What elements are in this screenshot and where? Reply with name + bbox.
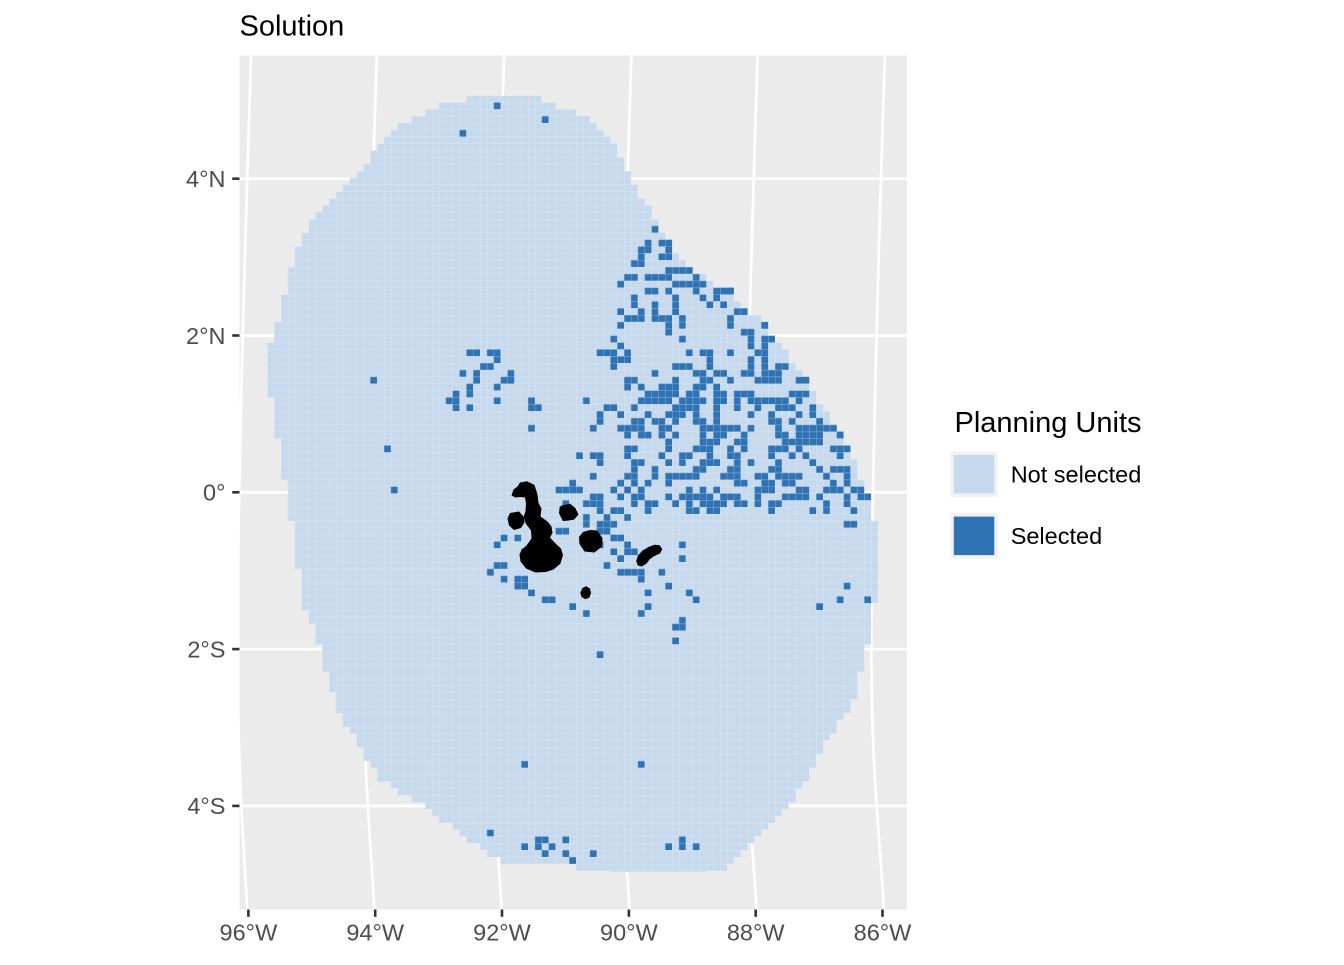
svg-text:Planning Units: Planning Units [955,407,1142,439]
svg-text:96°W: 96°W [220,920,279,946]
svg-text:2°S: 2°S [187,636,225,662]
svg-text:94°W: 94°W [346,920,405,946]
svg-text:Solution: Solution [240,11,345,43]
svg-text:Not selected: Not selected [1011,461,1142,487]
svg-text:Selected: Selected [1011,523,1102,549]
svg-text:90°W: 90°W [600,920,659,946]
svg-text:0°: 0° [203,480,225,506]
svg-text:92°W: 92°W [473,920,532,946]
svg-text:86°W: 86°W [854,920,913,946]
svg-text:4°N: 4°N [186,166,225,192]
svg-text:4°S: 4°S [187,793,225,819]
svg-text:2°N: 2°N [186,323,225,349]
svg-text:88°W: 88°W [727,920,786,946]
